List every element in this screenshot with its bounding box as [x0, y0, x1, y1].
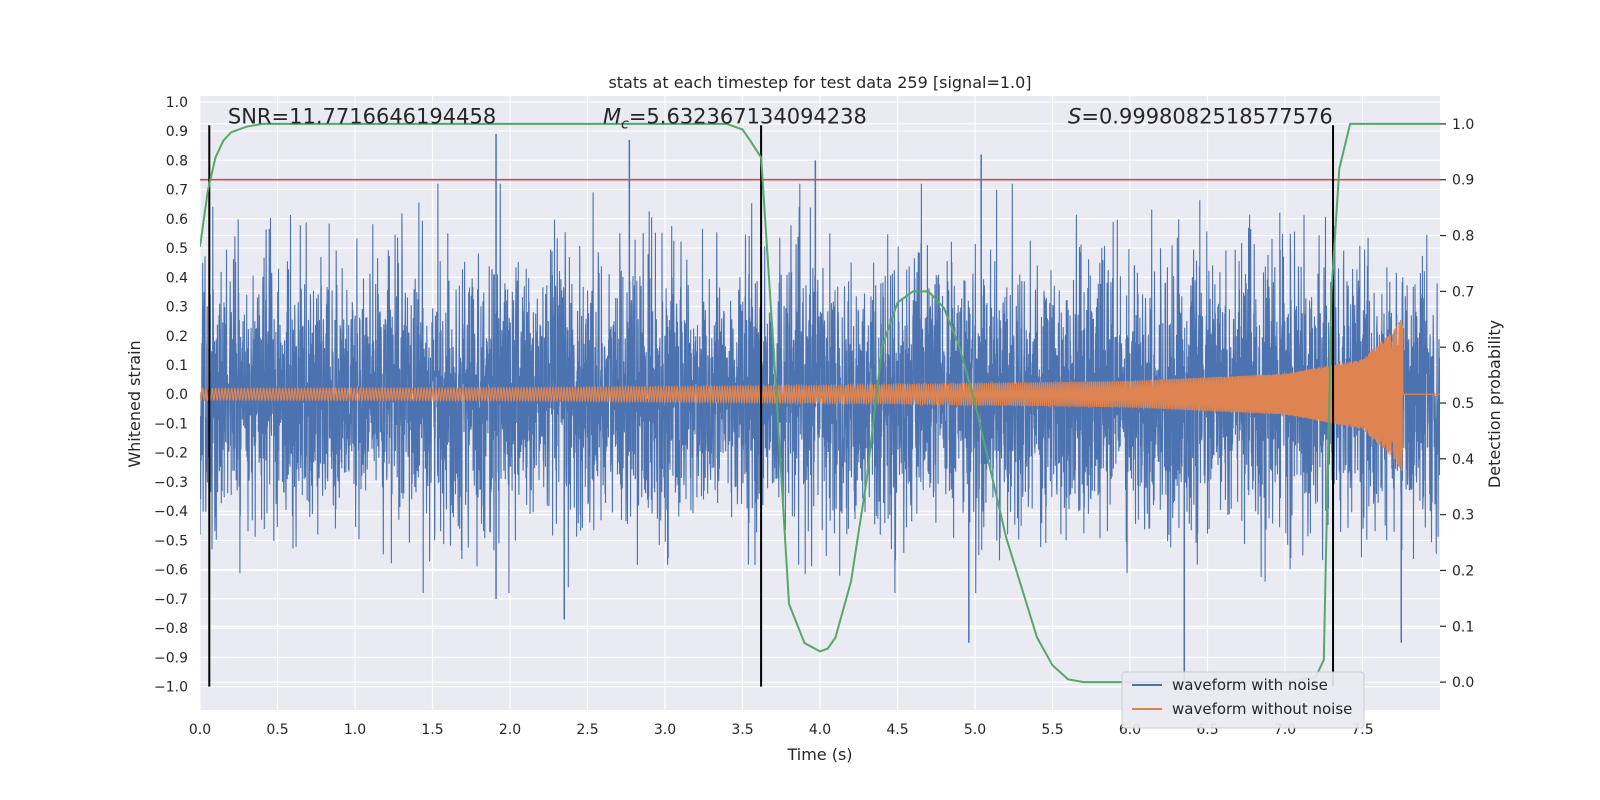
x-tick-label-3: 1.5 — [421, 722, 443, 738]
legend: waveform with noise waveform without noi… — [1121, 671, 1365, 729]
y-left-tick-label-5: −0.5 — [154, 533, 188, 549]
y-left-tick-label-6: −0.4 — [154, 504, 188, 520]
y-right-tick-label-8: 0.8 — [1452, 229, 1474, 245]
y-left-tick-label-12: 0.2 — [166, 329, 188, 345]
y-right-tick-label-4: 0.4 — [1452, 452, 1474, 468]
series-noise-line — [200, 183, 1440, 594]
y-left-tick-label-11: 0.1 — [166, 358, 188, 374]
x-tick-label-8: 4.0 — [809, 722, 831, 738]
chart-title: stats at each timestep for test data 259… — [608, 73, 1031, 92]
x-tick-label-0: 0.0 — [189, 722, 211, 738]
x-tick-label-9: 4.5 — [886, 722, 908, 738]
y-right-tick-label-3: 0.3 — [1452, 508, 1474, 524]
legend-label-clean: waveform without noise — [1172, 700, 1352, 718]
x-tick-label-7: 3.5 — [731, 722, 753, 738]
y-left-tick-label-15: 0.5 — [166, 241, 188, 257]
x-tick-label-6: 3.0 — [654, 722, 676, 738]
series-layer — [200, 134, 1440, 684]
x-tick-label-2: 1.0 — [344, 722, 366, 738]
y-left-tick-label-14: 0.4 — [166, 270, 188, 286]
x-axis-label: Time (s) — [786, 745, 852, 764]
y-left-tick-label-8: −0.2 — [154, 446, 188, 462]
x-tick-label-10: 5.0 — [964, 722, 986, 738]
y-left-tick-label-2: −0.8 — [154, 621, 188, 637]
y-left-tick-label-18: 0.8 — [166, 153, 188, 169]
y-right-tick-label-5: 0.5 — [1452, 396, 1474, 412]
y-left-tick-label-4: −0.6 — [154, 563, 188, 579]
annotations: SNR=11.7716646194458 Mc=5.632367134094238… — [228, 104, 1333, 132]
y-left-tick-label-9: −0.1 — [154, 416, 188, 432]
tick-labels: 0.0 0.5 1.0 1.5 2.0 2.5 3.0 3.5 4.0 4.5 5.0 5.5 6.0 6… — [154, 95, 1474, 738]
x-tick-label-4: 2.0 — [499, 722, 521, 738]
annotation-2: S=0.9998082518577576 — [1068, 104, 1333, 128]
y-left-tick-label-17: 0.7 — [166, 183, 188, 199]
legend-label-noise: waveform with noise — [1172, 676, 1328, 694]
y-right-tick-label-6: 0.6 — [1452, 340, 1474, 356]
y-left-tick-label-19: 0.9 — [166, 124, 188, 140]
y-right-tick-label-7: 0.7 — [1452, 284, 1474, 300]
y-left-tick-label-0: −1.0 — [154, 680, 188, 696]
y-left-tick-label-13: 0.3 — [166, 300, 188, 316]
x-tick-label-5: 2.5 — [576, 722, 598, 738]
y-right-tick-label-1: 0.1 — [1452, 619, 1474, 635]
series-clean-line — [200, 319, 1440, 472]
annotation-1: Mc=5.632367134094238 — [603, 104, 867, 132]
x-tick-label-1: 0.5 — [266, 722, 288, 738]
y-right-tick-label-9: 0.9 — [1452, 173, 1474, 189]
y-right-tick-label-10: 1.0 — [1452, 117, 1474, 133]
y-right-tick-label-2: 0.2 — [1452, 563, 1474, 579]
y-left-tick-label-16: 0.6 — [166, 212, 188, 228]
y-left-tick-label-3: −0.7 — [154, 592, 188, 608]
y-axis-right-label: Detection probability — [1485, 320, 1504, 488]
y-left-tick-label-7: −0.3 — [154, 475, 188, 491]
y-left-tick-label-10: 0.0 — [166, 387, 188, 403]
vertical-markers — [208, 125, 1335, 687]
annotation-0: SNR=11.7716646194458 — [228, 104, 496, 128]
x-tick-label-11: 5.5 — [1041, 722, 1063, 738]
y-right-tick-label-0: 0.0 — [1452, 675, 1474, 691]
y-left-tick-label-1: −0.9 — [154, 650, 188, 666]
y-axis-left-label: Whitened strain — [125, 340, 144, 467]
y-left-tick-label-20: 1.0 — [166, 95, 188, 111]
legend-box — [1121, 671, 1365, 729]
